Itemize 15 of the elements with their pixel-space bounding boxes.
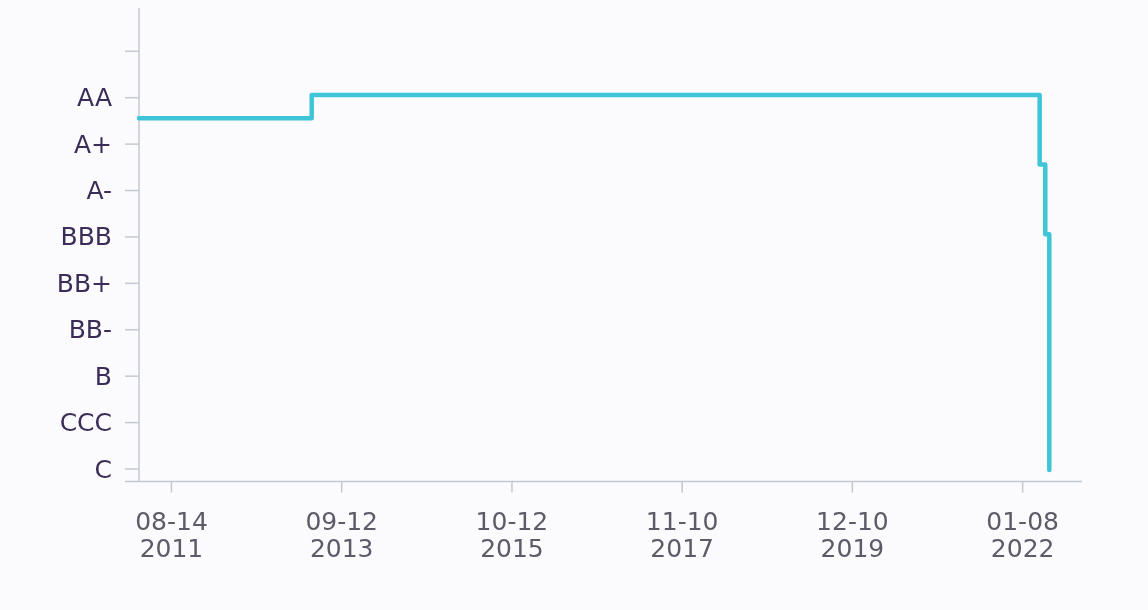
category-label: A- — [86, 176, 112, 206]
category-label: A+ — [73, 129, 112, 159]
category-label: BB- — [68, 315, 112, 345]
x-tick-label: 01-08 2022 — [986, 506, 1059, 563]
category-label: B — [94, 361, 112, 391]
category-label: CCC — [59, 408, 112, 438]
category-label: BBB — [60, 222, 112, 252]
x-tick-label: 11-10 2017 — [645, 506, 719, 563]
x-tick-label: 12-10 2019 — [816, 506, 889, 563]
x-tick-label: 08-14 2011 — [135, 506, 208, 563]
category-label: C — [94, 454, 112, 484]
category-label: AA — [77, 83, 112, 113]
category-label: BB+ — [56, 268, 112, 298]
x-tick-label: 09-12 2013 — [305, 506, 379, 563]
x-tick-label: 10-12 2015 — [475, 506, 549, 563]
